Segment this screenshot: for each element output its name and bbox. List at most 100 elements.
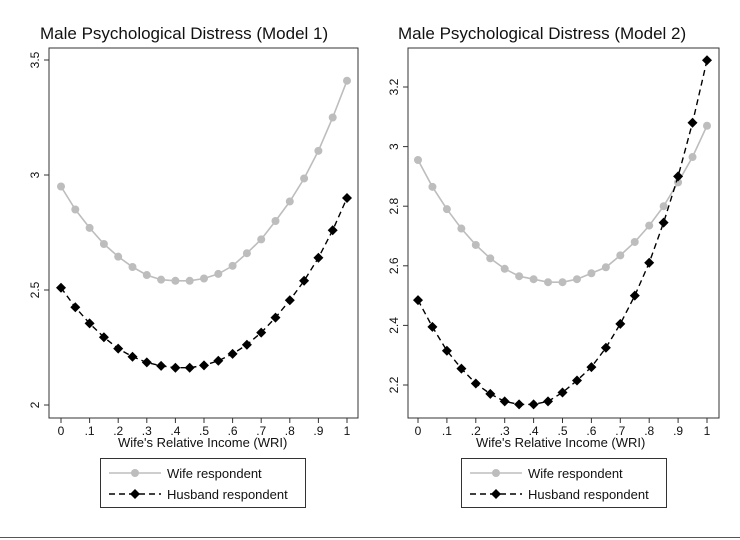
data-point [413,295,423,306]
data-point [98,332,109,343]
data-point [314,146,323,155]
data-point [587,269,596,278]
data-point [270,312,281,323]
legend-label-husband: Husband respondent [167,487,288,502]
data-point [56,282,66,293]
data-point [673,171,684,182]
x-axis-label-model-2: Wife's Relative Income (WRI) [476,435,646,450]
data-point [702,55,712,66]
x-tick-label: .2 [113,424,123,438]
data-point [616,251,625,260]
data-point [515,272,524,281]
y-tick-label: 2.6 [387,257,401,274]
data-point [199,360,209,371]
data-point [514,399,525,410]
data-point [170,362,181,373]
y-tick-label: 2.5 [28,281,42,298]
data-point [572,375,582,386]
data-point [615,318,626,329]
y-tick-label: 2.2 [387,376,401,393]
data-point [113,343,124,354]
y-tick-label: 2.8 [387,198,401,215]
data-point [71,205,80,214]
data-point [572,275,581,284]
legend-marker-wife [109,469,161,477]
data-point [99,240,108,248]
data-point [200,274,208,283]
data-point [70,302,81,313]
data-point [84,318,95,329]
x-axis-label-model-1: Wife's Relative Income (WRI) [118,435,288,450]
legend-marker-husband [470,489,522,499]
data-point [127,351,138,362]
y-tick-label: 3.2 [387,78,401,95]
data-point [57,182,65,191]
data-point [242,249,251,258]
x-tick-label: .4 [170,424,180,438]
legend-marker-wife [470,469,522,477]
bottom-rule [0,537,740,538]
data-point [486,254,495,263]
x-tick-label: .8 [285,424,295,438]
data-point [674,178,683,187]
data-point [644,257,655,268]
data-point [456,363,467,374]
data-point [457,224,466,233]
data-point [529,275,538,284]
legend-label-wife: Wife respondent [528,466,623,481]
data-point [687,117,698,128]
x-tick-label: .8 [644,424,654,438]
data-point [227,348,238,359]
x-tick-label: 0 [415,424,422,438]
data-point [543,396,553,407]
data-point [185,276,194,285]
data-point [299,275,310,286]
data-point [156,360,167,371]
data-point [285,197,294,206]
legend-label-wife: Wife respondent [167,466,262,481]
data-point [184,362,195,373]
data-point [284,295,295,306]
data-point [499,396,510,407]
x-tick-label: .5 [199,424,209,438]
data-point [128,263,137,271]
data-point [241,339,252,350]
data-point [601,263,610,272]
data-point [300,174,309,183]
y-tick-label: 2.4 [387,317,401,334]
data-point [271,217,280,225]
data-point [328,113,337,122]
data-point [313,252,324,263]
legend-model-1: Wife respondent Husband respondent [100,458,306,508]
data-point [586,362,597,373]
x-tick-label: .2 [471,424,481,438]
data-point [558,278,567,287]
data-point [485,388,496,399]
y-tick-label: 3.5 [28,51,42,68]
data-point [327,225,338,236]
data-point [630,237,639,246]
x-tick-label: .1 [85,424,95,438]
data-point [645,221,654,230]
data-point [471,240,480,249]
x-tick-label: .3 [142,424,152,438]
y-tick-label: 3 [387,143,401,150]
x-tick-label: .9 [673,424,683,438]
data-point [228,261,237,270]
x-tick-label: 1 [344,424,351,438]
data-point [257,235,266,244]
x-tick-label: .4 [529,424,539,438]
legend-model-2: Wife respondent Husband respondent [461,458,667,508]
data-point [557,387,568,398]
chart-title-model-2: Male Psychological Distress (Model 2) [398,24,687,43]
x-tick-label: .1 [442,424,452,438]
y-tick-label: 3 [28,171,42,178]
data-point [157,275,166,284]
plot-frame [407,47,720,419]
data-point [470,378,481,389]
data-point [658,217,669,228]
legend-item-husband: Husband respondent [462,484,666,504]
data-point [141,357,152,368]
data-point [688,153,697,162]
